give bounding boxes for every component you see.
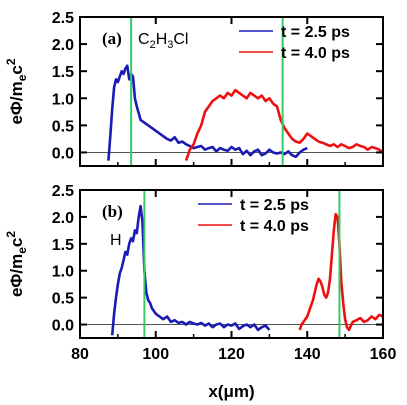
series-line-blue: [110, 204, 271, 336]
x-tick-label: 100: [142, 346, 169, 363]
plot-frame: [79, 189, 384, 339]
x-tick-label: 160: [370, 346, 397, 363]
legend-label: t = 2.5 ps: [240, 197, 309, 214]
y-tick-label: 0.5: [52, 118, 74, 135]
panel-1: 80 100 120 140 160 0.0 0.5 1.0 1.5 2.0 2.5 eΦ/mec2 (…: [4, 183, 396, 363]
series-line-blue: [107, 64, 308, 161]
legend-label: t = 4.0 ps: [240, 218, 309, 235]
legend-label: t = 2.5 ps: [281, 24, 350, 41]
y-tick-label: 1.0: [52, 91, 74, 108]
legend-label: t = 4.0 ps: [281, 45, 350, 62]
y-tick-label: 1.5: [52, 64, 74, 81]
y-tick-label: 2.0: [52, 210, 74, 227]
y-axis-label: eΦ/mec2: [4, 58, 29, 124]
species-label: C2H3Cl: [138, 31, 188, 51]
series-line-red: [184, 88, 384, 162]
y-tick-label: 1.0: [52, 264, 74, 281]
species-label: H: [110, 232, 122, 249]
series-line-red: [298, 212, 384, 332]
panel-label: (b): [102, 202, 123, 221]
panel-label: (a): [102, 29, 122, 48]
y-axis-label: eΦ/mec2: [4, 231, 29, 297]
y-tick-label: 0.5: [52, 291, 74, 308]
y-tick-label: 1.5: [52, 237, 74, 254]
panel-0: 0.0 0.5 1.0 1.5 2.0 2.5 eΦ/mec2 (a) C2H3Cl t = 2.…: [4, 10, 384, 167]
x-tick-label: 120: [218, 346, 245, 363]
x-tick-label: 80: [71, 346, 89, 363]
y-tick-label: 0.0: [52, 145, 74, 162]
x-tick-label: 140: [294, 346, 321, 363]
y-tick-label: 2.5: [52, 10, 74, 27]
y-tick-label: 0.0: [52, 318, 74, 335]
y-tick-label: 2.5: [52, 183, 74, 200]
y-tick-label: 2.0: [52, 37, 74, 54]
x-axis-label: x(μm): [208, 382, 254, 401]
